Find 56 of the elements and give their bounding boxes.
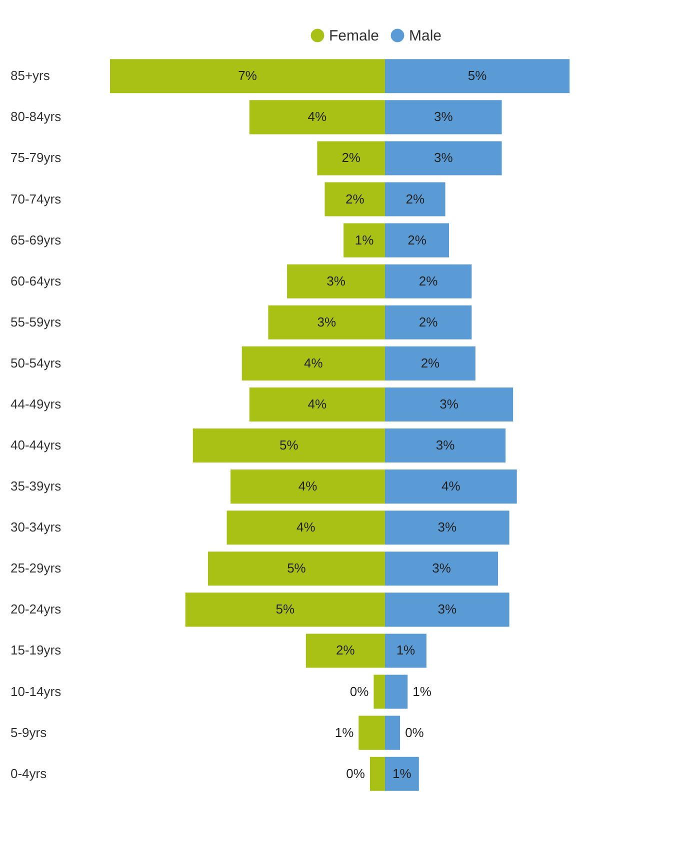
y-tick-label: 55-59yrs — [10, 314, 62, 330]
data-label: 0% — [346, 766, 366, 781]
data-label: 4% — [308, 396, 328, 412]
data-label: 5% — [280, 438, 299, 453]
y-tick-label: 20-24yrs — [10, 602, 62, 617]
data-label: 4% — [296, 520, 316, 535]
y-tick-label: 75-79yrs — [10, 150, 62, 166]
data-label: 2% — [336, 642, 356, 658]
data-label: 0% — [405, 724, 424, 740]
data-label: 3% — [326, 273, 346, 288]
data-label: 2% — [420, 355, 440, 370]
data-label: 4% — [308, 109, 328, 124]
data-label: 3% — [432, 560, 452, 576]
data-label: 3% — [440, 396, 459, 412]
data-label: 1% — [392, 766, 412, 781]
y-tick-label: 50-54yrs — [10, 355, 62, 370]
data-label: 2% — [345, 191, 365, 206]
data-label: 1% — [412, 684, 432, 699]
legend-label: Male — [409, 28, 442, 44]
data-label: 7% — [238, 68, 258, 84]
y-tick-label: 65-69yrs — [10, 232, 62, 248]
data-label: 1% — [354, 232, 374, 248]
y-tick-label: 40-44yrs — [10, 438, 62, 453]
y-tick-label: 0-4yrs — [10, 766, 48, 781]
data-label: 1% — [334, 724, 354, 740]
data-label: 3% — [438, 602, 457, 617]
data-label: 4% — [442, 478, 461, 494]
y-tick-label: 10-14yrs — [10, 684, 62, 699]
data-label: 2% — [418, 314, 438, 330]
y-tick-label: 15-19yrs — [10, 642, 62, 658]
y-tick-label: 5-9yrs — [10, 724, 48, 740]
data-label: 1% — [396, 642, 416, 658]
data-label: 3% — [434, 150, 454, 166]
data-label: 3% — [317, 314, 336, 330]
y-tick-label: 30-34yrs — [10, 520, 62, 535]
data-label: 3% — [436, 438, 456, 453]
y-tick-label: 80-84yrs — [10, 109, 62, 124]
y-tick-label: 25-29yrs — [10, 560, 62, 576]
y-tick-label: 85+yrs — [10, 68, 50, 84]
data-label: 3% — [434, 109, 454, 124]
y-tick-label: 60-64yrs — [10, 273, 62, 288]
data-label: 4% — [304, 355, 324, 370]
data-label: 2% — [406, 191, 425, 206]
y-tick-label: 44-49yrs — [10, 396, 62, 412]
data-label: 2% — [342, 150, 361, 166]
data-label: 4% — [298, 478, 318, 494]
y-tick-label: 35-39yrs — [10, 478, 62, 494]
y-tick-label: 70-74yrs — [10, 191, 62, 206]
data-label: 2% — [408, 232, 427, 248]
legend-label: Female — [329, 28, 380, 44]
data-label: 2% — [418, 273, 438, 288]
data-label: 5% — [468, 68, 488, 84]
data-label: 5% — [276, 602, 296, 617]
data-label: 5% — [287, 560, 306, 576]
data-label: 3% — [438, 520, 457, 535]
data-label: 0% — [350, 684, 370, 699]
